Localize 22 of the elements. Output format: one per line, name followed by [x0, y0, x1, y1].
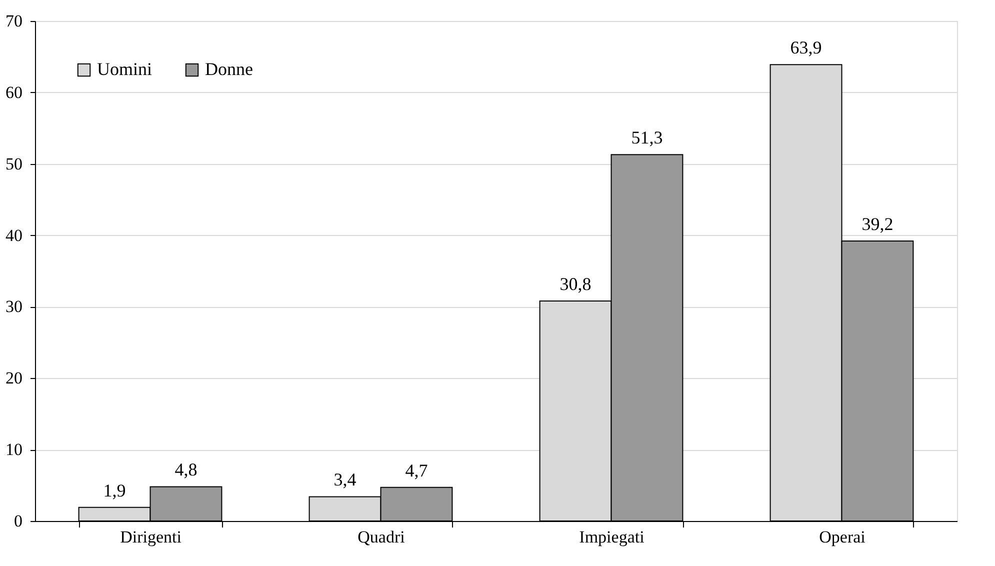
x-tick-label: Operai: [819, 528, 866, 546]
data-label: 39,2: [862, 214, 894, 234]
legend-label: Uomini: [97, 59, 152, 79]
data-label: 4,8: [174, 460, 198, 480]
y-tick-label: 70: [6, 12, 22, 30]
data-label: 4,7: [405, 460, 428, 480]
data-label: 1,9: [103, 480, 126, 500]
x-tick-label: Quadri: [358, 528, 406, 546]
y-tick-label: 20: [6, 368, 22, 388]
data-label: 63,9: [790, 38, 822, 58]
data-label: 3,4: [334, 470, 356, 490]
x-tick-label: Dirigenti: [120, 528, 182, 546]
y-tick-label: 30: [6, 297, 22, 316]
y-tick-label: 50: [6, 154, 22, 174]
data-label: 30,8: [560, 274, 592, 294]
y-tick-label: 40: [6, 226, 22, 245]
y-tick-label: 60: [6, 82, 22, 102]
data-label: 51,3: [631, 128, 663, 148]
x-tick-label: Impiegati: [579, 528, 645, 546]
y-tick-label: 0: [14, 512, 22, 530]
y-tick-label: 10: [6, 440, 22, 460]
legend-label: Donne: [205, 59, 253, 79]
